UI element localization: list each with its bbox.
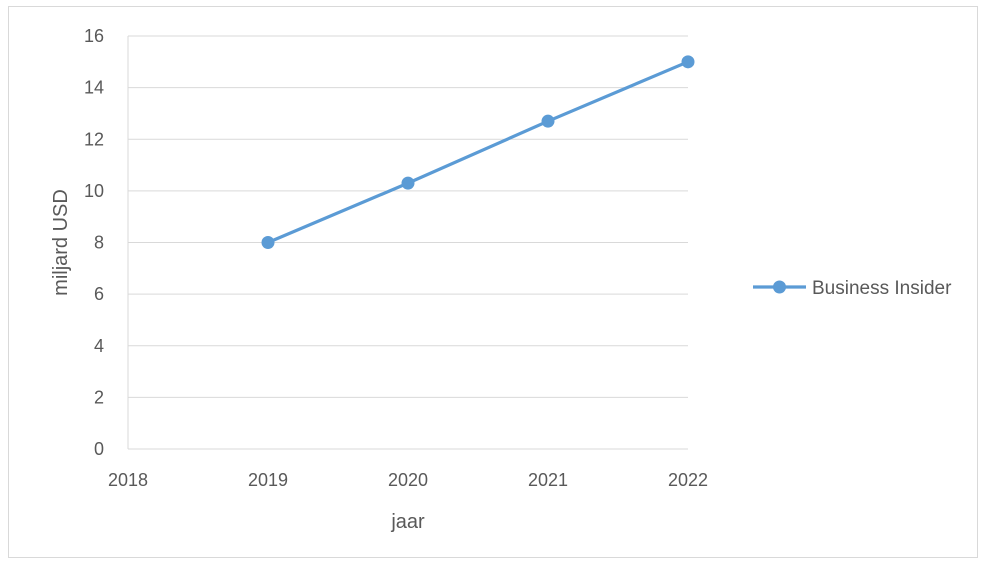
series-line [267,60,689,244]
y-tick-label: 8 [94,233,104,253]
x-tick-label: 2019 [248,470,288,490]
x-tick-label: 2018 [108,470,148,490]
x-tick-label: 2021 [528,470,568,490]
y-axis-title: miljard USD [50,189,72,296]
x-tick-label: 2020 [388,470,428,490]
y-tick-label: 0 [94,439,104,459]
data-point [261,236,275,249]
y-tick-label: 2 [94,387,104,407]
legend: Business Insider [753,278,952,299]
y-tick-label: 4 [94,336,104,356]
data-point [541,114,555,128]
y-tick-label: 12 [84,129,104,149]
series-layer [261,55,695,249]
legend-label: Business Insider [812,278,952,299]
x-axis-title: jaar [390,511,425,533]
chart-frame [8,6,978,558]
data-point [681,55,695,69]
x-tick-labels: 2018 2019 2020 2021 2022 [108,470,708,490]
y-tick-label: 10 [84,181,104,201]
x-tick-label: 2022 [668,470,708,490]
y-tick-labels: 0 2 4 6 8 10 12 14 16 [84,26,104,459]
legend-marker [773,280,786,294]
y-tick-label: 16 [84,26,104,46]
gridlines [128,35,688,398]
y-tick-label: 6 [94,284,104,304]
y-tick-label: 14 [84,78,104,98]
data-point [401,176,415,190]
